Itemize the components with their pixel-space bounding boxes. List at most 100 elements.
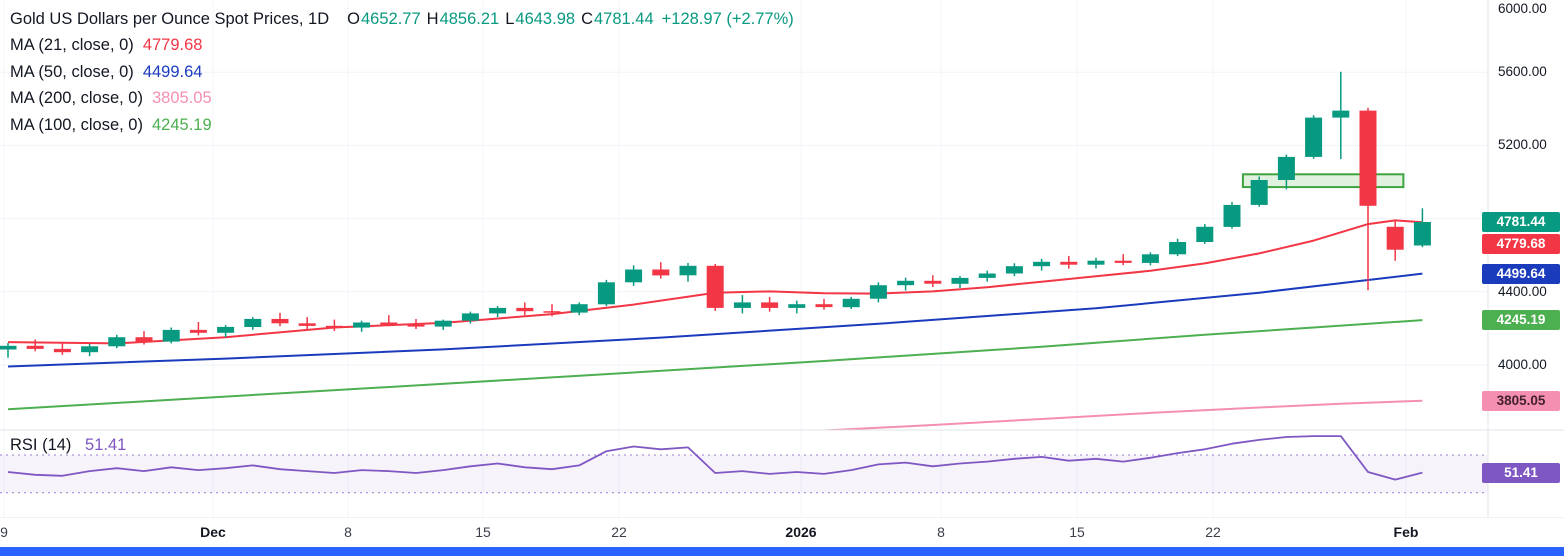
candle-body [951,277,969,284]
candle-body [1005,266,1023,274]
time-label-8: 8 [344,524,352,540]
candle-body [26,345,44,349]
time-label-15: 15 [475,524,491,540]
candle-body [461,313,479,321]
candle-body [815,304,833,308]
price-tick-4000.00: 4000.00 [1498,357,1547,372]
candle-body [53,348,71,353]
candle-body [0,345,17,350]
time-label-22: 22 [611,524,627,540]
ma-100-line [7,319,1423,411]
candle-body [489,307,507,314]
price-badge-4499.64: 4499.64 [1482,264,1560,284]
high-label: H [426,9,439,28]
ma-21-line [7,219,1423,345]
candle-body [353,322,371,328]
time-label-Dec: Dec [200,524,226,540]
rsi-legend-row[interactable]: RSI (14) 51.41 [10,436,126,455]
candle-body [1386,226,1404,250]
change-value: +128.97 (+2.77%) [661,9,794,28]
open-label: O [347,9,360,28]
candle-body [625,269,643,283]
time-label-8: 8 [937,524,945,540]
ma-100-label: MA (100, close, 0) [10,115,143,134]
candle-body [761,302,779,308]
candle-body [217,326,235,333]
candle-body [597,282,615,305]
price-tick-4400.00: 4400.00 [1498,283,1547,299]
candle-body [570,304,588,313]
rsi-line [7,435,1423,481]
ma-21-legend-row[interactable]: MA (21, close, 0) 4779.68 [10,33,794,60]
candle-body [516,307,534,312]
candle-body [788,304,806,308]
price-tick-6000.00: 6000.00 [1498,1,1547,16]
close-label: C [581,9,593,28]
time-axis[interactable]: 9 Dec 8 15 22 2026 8 15 22 Feb [0,518,1564,547]
chart-legend: Gold US Dollars per Ounce Spot Prices, 1… [10,6,794,139]
price-tick-5200.00: 5200.00 [1498,137,1547,153]
candle-body [924,280,942,284]
time-label-15: 15 [1069,524,1085,540]
candle-body [679,265,697,276]
ma-50-label: MA (50, close, 0) [10,62,134,81]
low-label: L [505,9,515,28]
rsi-value: 51.41 [85,436,127,454]
price-badge-51.41: 51.41 [1482,463,1560,483]
candle-body [380,322,398,325]
ma-200-line [814,399,1423,430]
ma-200-label: MA (200, close, 0) [10,89,143,108]
candle-body [1114,260,1132,263]
ma-100-value: 4245.19 [151,115,212,134]
candle-body [842,298,860,308]
ma-100-legend-row[interactable]: MA (100, close, 0) 4245.19 [10,112,794,139]
candle-body [897,280,915,286]
candle-body [1305,117,1323,157]
ma-50-line [7,272,1423,368]
candle-body [706,265,724,308]
candle-body [162,329,180,342]
candle-body [135,337,153,342]
close-value: 4781.44 [593,9,654,28]
candle-body [434,320,452,327]
rsi-label: RSI (14) [10,436,72,454]
candle-body [407,324,425,327]
candle-body [1196,226,1214,242]
price-axis[interactable]: 6000.00 5600.00 5200.00 4400.00 4000.00 4781.… [1482,0,1564,518]
ma-21-label: MA (21, close, 0) [10,36,134,55]
rsi-band [0,455,1488,493]
symbol-legend-row[interactable]: Gold US Dollars per Ounce Spot Prices, 1… [10,6,794,33]
candle-body [1141,254,1159,263]
time-label-Feb: Feb [1393,524,1419,540]
candle-body [1169,242,1187,255]
time-label-9: 9 [0,524,8,540]
candle-body [1087,260,1105,265]
price-badge-3805.05: 3805.05 [1482,391,1560,411]
candle-body [869,285,887,299]
time-label-2026: 2026 [785,524,817,540]
price-tick-5600.00: 5600.00 [1498,64,1547,80]
symbol-title: Gold US Dollars per Ounce Spot Prices, 1… [10,9,330,28]
candle-body [1223,204,1241,227]
low-value: 4643.98 [515,9,576,28]
ma-50-value: 4499.64 [142,62,203,81]
candle-body [543,311,561,313]
candle-body [1359,110,1377,206]
candle-body [1332,110,1350,118]
candle-body [1060,261,1078,265]
time-label-22: 22 [1205,524,1221,540]
candle-body [244,318,262,327]
candle-body [298,323,316,326]
price-badge-4779.68: 4779.68 [1482,234,1560,254]
bottom-accent-bar [0,547,1564,556]
candle-body [108,337,126,347]
ma-200-legend-row[interactable]: MA (200, close, 0) 3805.05 [10,86,794,113]
ma-21-value: 4779.68 [142,36,203,55]
candle-body [189,329,207,333]
ma-50-legend-row[interactable]: MA (50, close, 0) 4499.64 [10,59,794,86]
candle-body [1413,222,1431,246]
price-badge-4245.19: 4245.19 [1482,310,1560,330]
price-badge-4781.44: 4781.44 [1482,212,1560,232]
